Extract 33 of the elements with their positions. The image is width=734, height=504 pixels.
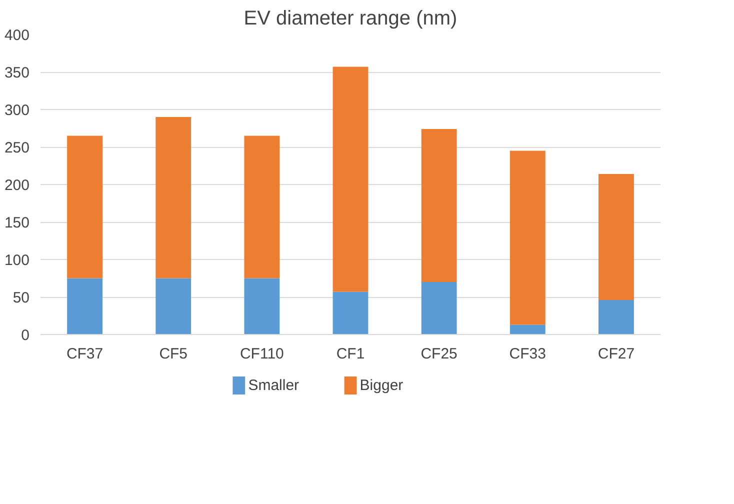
bar [67,278,102,334]
bar [67,136,102,278]
bar [421,129,457,282]
x-tick-label: CF27 [598,346,635,362]
bar [510,324,546,334]
x-tick-label: CF33 [509,346,546,362]
x-tick-label: CF1 [336,346,365,362]
legend-label: Smaller [248,377,300,394]
bar [510,150,546,325]
bar [244,136,280,278]
bar [156,117,192,278]
bar [598,300,634,334]
y-tick-label: 400 [4,27,30,44]
y-tick-label: 300 [4,102,30,119]
bar [598,174,634,300]
bar [421,282,457,334]
x-tick-label: CF5 [159,346,188,362]
bar [156,278,192,334]
bar [332,292,368,334]
y-tick-label: 350 [4,64,30,82]
y-tick-label: 0 [21,327,30,344]
y-tick-label: 150 [4,214,30,232]
legend-label: Bigger [360,377,404,394]
y-tick-label: 50 [12,290,30,306]
bar [332,66,368,292]
y-tick-label: 250 [4,140,30,156]
bar [244,278,280,334]
x-tick-label: CF110 [240,346,284,362]
y-tick-label: 200 [4,177,30,194]
x-tick-label: CF37 [66,346,104,362]
y-tick-label: 100 [4,252,30,269]
chart-title: EV diameter range (nm) [244,8,458,30]
x-tick-label: CF25 [420,346,458,362]
